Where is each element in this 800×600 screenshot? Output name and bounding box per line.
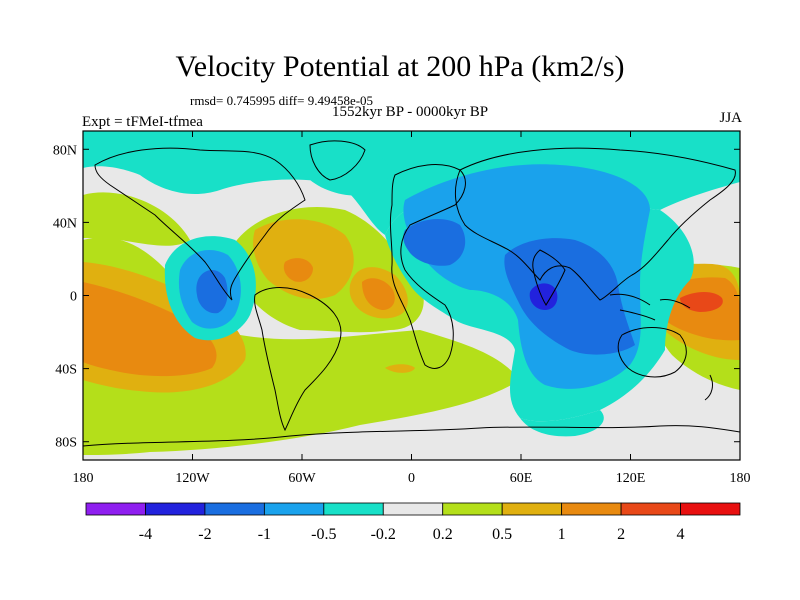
colorbar-label: -0.2 [371, 526, 396, 543]
lon-tick-label: 180 [73, 471, 94, 486]
lat-tick-label: 80S [55, 436, 77, 451]
colorbar-label: 0.2 [433, 526, 453, 543]
map-panel: 80N 40N 0 40S 80S 180 120W 60W 0 60E 120E 180 [53, 130, 751, 486]
colorbar-swatch [561, 502, 622, 516]
contour-field [83, 131, 740, 460]
colorbar-swatch [85, 502, 146, 516]
season-label: JJA [719, 110, 742, 126]
positive-center-caribbean-inner [283, 258, 313, 282]
coastlines [83, 140, 740, 447]
lat-tick-label: 40N [53, 216, 77, 231]
lon-tick-label: 60E [510, 471, 533, 486]
positive-belt-west-tropics [83, 192, 190, 246]
negative-africa-inner [403, 218, 466, 266]
colorbar-swatch [501, 502, 563, 516]
positive-center-central-pacific-inner [83, 282, 217, 377]
colorbar-label: 4 [677, 526, 685, 543]
lon-tick-label: 180 [730, 471, 751, 486]
colorbar-swatch [323, 502, 384, 516]
lon-tick-label: 120W [175, 471, 210, 486]
colorbar-swatch [442, 502, 503, 516]
colorbar-label: 2 [617, 526, 625, 543]
lon-tick-label: 0 [408, 471, 415, 486]
europe-africa-outline [389, 164, 466, 369]
colorbar-swatch [680, 502, 741, 516]
longitude-axis: 180 120W 60W 0 60E 120E 180 [73, 131, 751, 486]
lat-tick-label: 0 [70, 290, 77, 305]
experiment-label: Expt = tFMeI-tfmea [82, 114, 203, 130]
negative-indian-core [529, 283, 558, 310]
colorbar-label: -0.5 [311, 526, 336, 543]
period-label: 1552kyr BP - 0000kyr BP [331, 104, 489, 120]
lat-tick-label: 40S [55, 363, 77, 378]
colorbar-swatch [263, 502, 325, 516]
colorbar-label: -2 [198, 526, 211, 543]
colorbar-swatch [620, 502, 681, 516]
new-zealand-outline [704, 374, 713, 401]
positive-center-westpac-core [680, 292, 723, 312]
india-outline [532, 249, 566, 306]
negative-eastpac-inner [196, 269, 228, 314]
plot-title: Velocity Potential at 200 hPa (km2/s) [175, 50, 625, 83]
negative-north-atlantic-rim [297, 144, 389, 196]
negative-belt-north [83, 131, 740, 235]
negative-south-indian-tail [520, 410, 604, 437]
lon-tick-label: 120E [616, 471, 646, 486]
colorbar-swatch [382, 502, 444, 516]
colorbar-label: 1 [558, 526, 566, 543]
australia-outline [617, 327, 687, 378]
colorbar-label: -1 [258, 526, 271, 543]
colorbar-swatch [145, 502, 206, 516]
colorbar: -4 -2 -1 -0.5 -0.2 0.2 0.5 1 2 4 [85, 502, 741, 543]
lon-tick-label: 60W [288, 471, 316, 486]
south-america-outline [254, 287, 342, 432]
positive-belt-south [83, 237, 520, 455]
asia-outline [454, 147, 736, 301]
colorbar-swatch [204, 502, 265, 516]
greenland-outline [309, 140, 366, 181]
latitude-axis: 80N 40N 0 40S 80S [53, 143, 740, 451]
positive-center-atlantic-inner [362, 278, 395, 310]
north-america-outline [94, 147, 306, 301]
negative-asia-indian-inner [504, 238, 635, 355]
lat-tick-label: 80N [53, 143, 77, 158]
antarctica-outline [83, 425, 740, 447]
colorbar-label: -4 [139, 526, 152, 543]
stats-line: rmsd= 0.745995 diff= 9.49458e-05 [190, 93, 374, 108]
positive-center-south-atlantic [385, 364, 415, 373]
colorbar-label: 0.5 [492, 526, 512, 543]
maritime-continent-outline [609, 293, 691, 321]
